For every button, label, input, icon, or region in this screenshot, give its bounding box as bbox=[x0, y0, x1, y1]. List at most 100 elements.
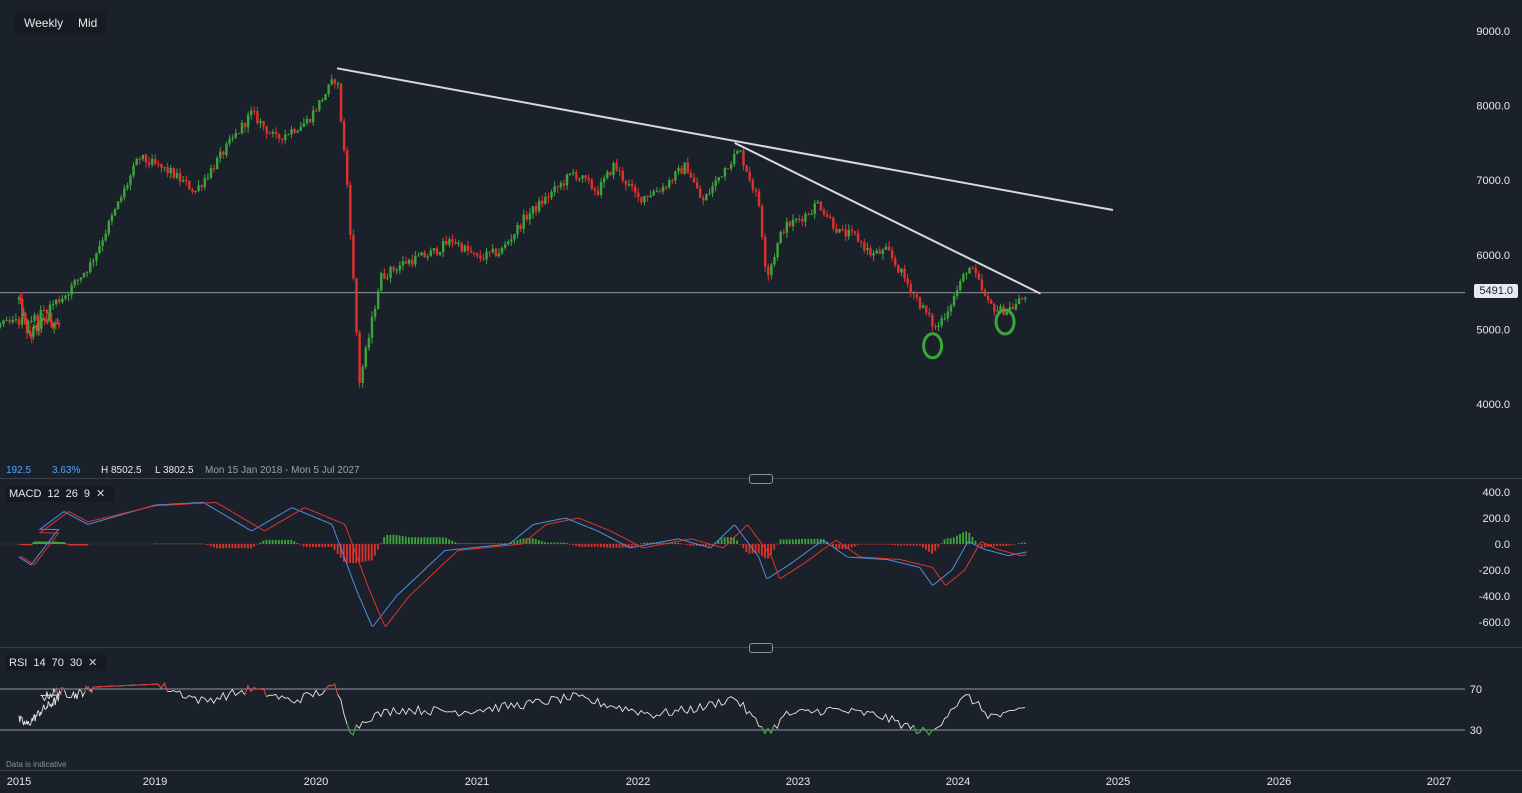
candle bbox=[315, 107, 318, 112]
macd-histogram-bar bbox=[308, 544, 311, 547]
candle bbox=[962, 272, 965, 283]
macd-tick-label: -200.0 bbox=[1479, 565, 1510, 577]
macd-histogram-bar bbox=[779, 539, 782, 544]
price-tick-label: 7000.0 bbox=[1476, 175, 1510, 187]
macd-histogram-bar bbox=[695, 544, 698, 547]
close-icon[interactable]: ✕ bbox=[96, 488, 106, 500]
candle bbox=[974, 264, 977, 278]
candle bbox=[785, 217, 789, 239]
timeframe-toolbar bbox=[15, 11, 106, 35]
marker-ellipse[interactable] bbox=[994, 308, 1016, 336]
trendline[interactable] bbox=[336, 67, 1114, 212]
candle bbox=[57, 319, 61, 329]
macd-histogram-bar bbox=[692, 544, 695, 547]
candle bbox=[971, 266, 974, 269]
trendline[interactable] bbox=[734, 142, 1041, 295]
macd-histogram-bar bbox=[81, 544, 84, 546]
rsi-line bbox=[18, 682, 1026, 736]
macd-histogram-bar bbox=[952, 537, 955, 544]
macd-histogram-bar bbox=[445, 537, 447, 544]
candle bbox=[206, 173, 210, 181]
price-mode-button[interactable]: Mid bbox=[78, 16, 98, 30]
candle bbox=[32, 323, 35, 340]
candle bbox=[890, 246, 894, 262]
macd-histogram-bar bbox=[971, 536, 974, 544]
macd-histogram-bar bbox=[733, 537, 735, 544]
candle bbox=[58, 295, 61, 305]
candle bbox=[630, 179, 634, 192]
candle bbox=[472, 251, 476, 257]
macd-histogram-bar bbox=[813, 538, 816, 544]
macd-histogram-bar bbox=[54, 542, 56, 544]
candle bbox=[76, 278, 80, 286]
macd-histogram-bar bbox=[856, 544, 859, 546]
marker-ellipse[interactable] bbox=[922, 332, 944, 360]
candle bbox=[327, 84, 330, 98]
time-tick-label: 2026 bbox=[1267, 776, 1291, 788]
candle bbox=[937, 321, 940, 332]
candle bbox=[698, 184, 702, 198]
macd-histogram-bar bbox=[268, 539, 271, 544]
candle bbox=[779, 230, 782, 245]
rsi-level-label: 30 bbox=[1470, 725, 1482, 737]
candle bbox=[355, 277, 358, 336]
candle bbox=[0, 322, 2, 329]
candle bbox=[166, 162, 169, 178]
candle bbox=[299, 122, 302, 132]
candle bbox=[429, 247, 433, 257]
macd-histogram-bar bbox=[538, 540, 540, 544]
macd-histogram-bar bbox=[281, 539, 283, 544]
candle bbox=[8, 316, 11, 325]
macd-histogram-bar bbox=[46, 542, 48, 544]
macd-histogram-bar bbox=[346, 544, 348, 564]
timeframe-button[interactable]: Weekly bbox=[24, 16, 64, 30]
candle bbox=[726, 167, 730, 170]
rsi-oversold-segment bbox=[764, 728, 769, 734]
candle bbox=[175, 168, 179, 180]
candle bbox=[191, 187, 194, 195]
current-price-tag: 5491.0 bbox=[1474, 284, 1518, 298]
candle bbox=[640, 196, 643, 205]
macd-histogram-bar bbox=[801, 538, 803, 544]
macd-histogram-bar bbox=[590, 544, 593, 547]
macd-histogram-bar bbox=[451, 540, 454, 544]
candle bbox=[949, 303, 953, 316]
macd-histogram-bar bbox=[903, 544, 906, 546]
candle bbox=[652, 189, 655, 197]
panel-resize-handle-macd[interactable] bbox=[749, 474, 773, 484]
candle bbox=[940, 315, 943, 329]
candle bbox=[135, 157, 138, 166]
macd-histogram-bar bbox=[222, 544, 225, 549]
candle bbox=[116, 201, 120, 210]
macd-histogram-bar bbox=[596, 544, 599, 547]
macd-histogram-bar bbox=[169, 543, 172, 545]
candle bbox=[256, 106, 259, 126]
candle bbox=[349, 181, 352, 240]
candle bbox=[426, 253, 429, 261]
close-icon[interactable]: ✕ bbox=[88, 657, 98, 669]
macd-histogram-bar bbox=[358, 544, 361, 563]
candle bbox=[141, 154, 145, 162]
candle bbox=[606, 169, 609, 180]
candle bbox=[615, 159, 618, 172]
candle bbox=[983, 287, 987, 297]
candle bbox=[801, 215, 804, 227]
candle bbox=[924, 305, 928, 316]
candle bbox=[209, 164, 213, 180]
macd-histogram-bar bbox=[225, 544, 228, 549]
candle bbox=[445, 236, 448, 246]
candle bbox=[85, 271, 89, 278]
macd-histogram-bar bbox=[271, 539, 274, 544]
candle bbox=[200, 184, 203, 192]
candle bbox=[714, 176, 717, 192]
candle bbox=[928, 307, 931, 318]
macd-histogram-bar bbox=[349, 544, 351, 564]
macd-histogram-bar bbox=[172, 543, 175, 545]
macd-histogram-bar bbox=[1011, 544, 1014, 545]
panel-resize-handle-rsi[interactable] bbox=[749, 643, 773, 653]
candle bbox=[318, 100, 321, 113]
info-bar: 192.5 3.63% H 8502.5 L 3802.5 Mon 15 Jan… bbox=[6, 465, 360, 476]
candle bbox=[417, 252, 420, 257]
macd-histogram-bar bbox=[791, 539, 794, 544]
